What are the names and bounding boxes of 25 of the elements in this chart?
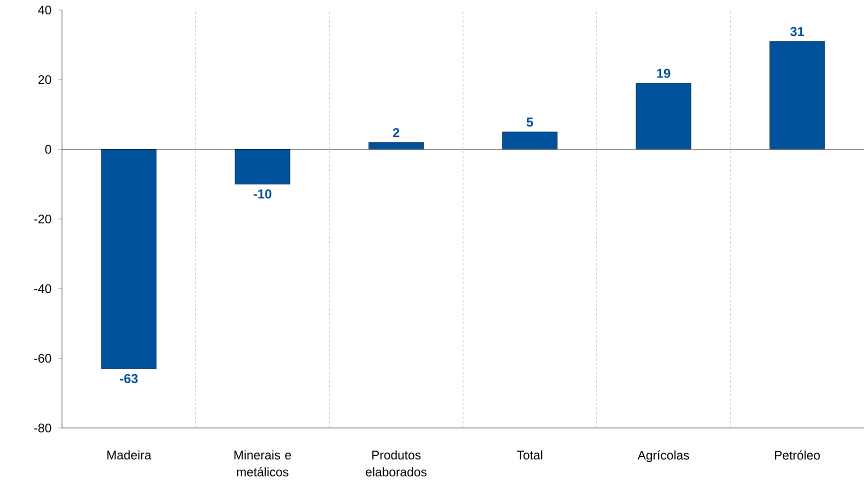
- y-tick-label: 0: [45, 144, 52, 154]
- x-tick-label: Madeira: [107, 450, 152, 460]
- x-tick-label: Minerais e metálicos: [234, 450, 292, 476]
- data-label: 31: [790, 26, 804, 36]
- y-tick-label: -40: [34, 284, 52, 294]
- bar: [636, 82, 692, 150]
- x-tick-label: Total: [516, 450, 542, 460]
- y-tick-label: 40: [38, 6, 52, 14]
- x-tick-label: Agrícolas: [638, 450, 690, 462]
- x-tick-label: Petróleo: [775, 450, 820, 460]
- y-tick-label: 20: [38, 75, 52, 84]
- data-label: -10: [254, 189, 272, 199]
- x-tick-label: Produtos elaborados: [366, 450, 427, 476]
- bar: [368, 142, 424, 150]
- bar: [234, 149, 290, 184]
- bar: [769, 41, 825, 150]
- y-tick-label: -80: [34, 424, 52, 432]
- y-tick-label: -60: [34, 354, 52, 363]
- data-label: -63: [120, 374, 138, 384]
- data-label: 19: [657, 68, 670, 78]
- data-label: 5: [526, 118, 534, 127]
- data-label: 2: [393, 128, 400, 138]
- bar: [101, 149, 157, 369]
- y-tick-label: -20: [34, 214, 52, 224]
- bar: [502, 132, 558, 150]
